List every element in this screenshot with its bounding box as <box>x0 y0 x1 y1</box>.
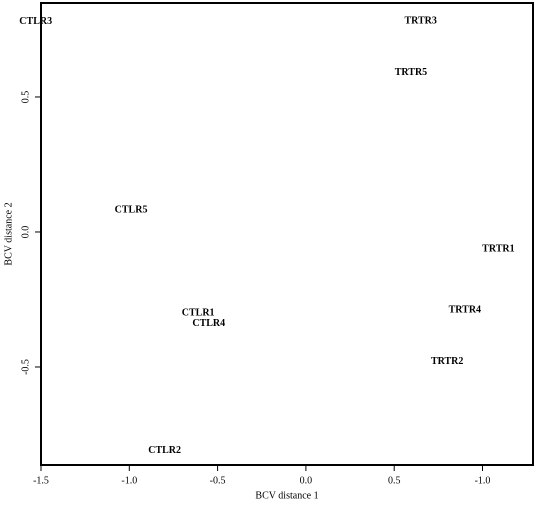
point-label: TRTR3 <box>404 16 436 27</box>
x-tick-label: -1.0 <box>121 475 137 486</box>
y-tick-label: 0.5 <box>20 91 31 104</box>
point-label: CTLR4 <box>192 318 225 329</box>
point-label: CTLR1 <box>182 307 215 318</box>
point-label: TRTR2 <box>431 356 463 367</box>
x-tick-label: -1.0 <box>475 475 491 486</box>
point-label: CTLR5 <box>115 204 148 215</box>
x-axis-label: BCV distance 1 <box>255 490 318 501</box>
point-label: TRTR5 <box>395 67 427 78</box>
y-tick-label: 0.0 <box>20 226 31 239</box>
point-label: TRTR1 <box>482 243 514 254</box>
y-tick-label: -0.5 <box>20 359 31 375</box>
point-label: CTLR3 <box>19 16 52 27</box>
point-label: CTLR2 <box>148 445 181 456</box>
x-tick-label: 0.0 <box>300 475 313 486</box>
point-label: TRTR4 <box>449 305 481 316</box>
x-tick-label: -0.5 <box>210 475 226 486</box>
x-tick-label: 0.5 <box>388 475 401 486</box>
y-axis-label: BCV distance 2 <box>3 202 14 265</box>
plot-frame <box>40 2 534 466</box>
x-tick-label: -1.5 <box>33 475 49 486</box>
